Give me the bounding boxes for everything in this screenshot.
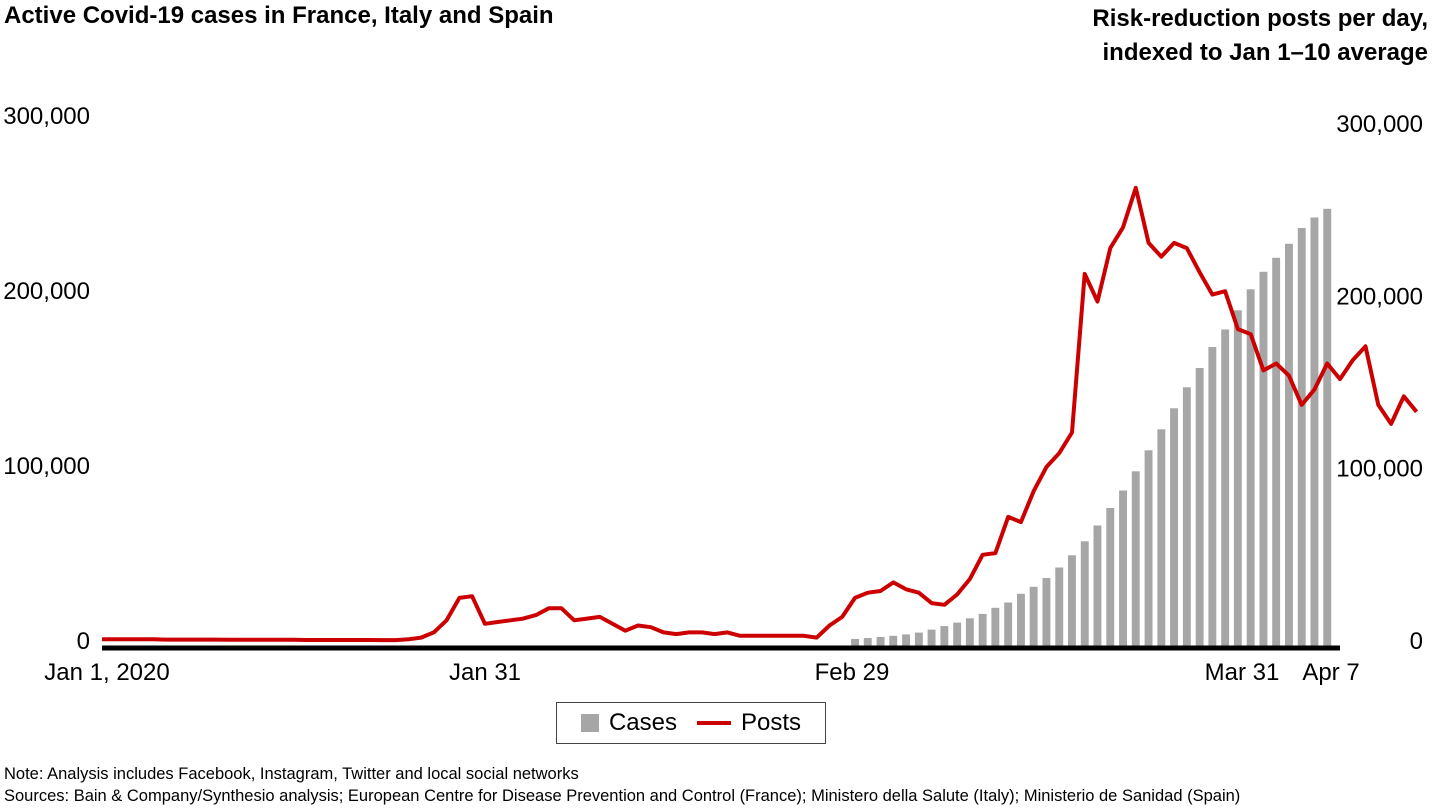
cases-bar: [1246, 289, 1255, 649]
chart-title-left: Active Covid-19 cases in France, Italy a…: [4, 2, 554, 29]
legend-label-posts: Posts: [741, 709, 802, 736]
legend-swatch-cases: [580, 714, 599, 732]
cases-bar: [851, 638, 859, 648]
cases-bar: [1285, 243, 1293, 649]
x-axis-tick-label: Feb 29: [815, 659, 890, 686]
cases-bar: [1068, 555, 1076, 649]
cases-bar: [1233, 310, 1242, 649]
cases-bar: [978, 613, 987, 648]
cases-bar: [1259, 271, 1268, 649]
left-axis-tick-label: 300,000: [3, 103, 90, 130]
cases-bar: [914, 632, 923, 648]
sources-text: Sources: Bain & Company/Synthesio analys…: [4, 787, 1241, 805]
cases-bar: [1272, 257, 1281, 649]
left-axis-tick-label: 100,000: [3, 453, 90, 480]
legend-label-cases: Cases: [608, 709, 677, 736]
cases-bar: [863, 638, 872, 648]
x-axis-tick-label: Jan 1, 2020: [44, 659, 169, 686]
cases-bar: [965, 618, 974, 649]
cases-bar: [1055, 567, 1064, 648]
x-axis-tick-label: Jan 31: [449, 659, 521, 686]
right-axis-tick-label: 200,000: [1336, 283, 1423, 310]
chart-title-right: Risk-reduction posts per day, indexed to…: [1092, 2, 1428, 70]
footnotes: Note: Analysis includes Facebook, Instag…: [4, 763, 1240, 807]
legend-item-posts: Posts: [697, 709, 801, 737]
cases-bar: [1157, 429, 1166, 649]
right-title-line-2: indexed to Jan 1–10 average: [1102, 39, 1429, 66]
cases-bar: [927, 629, 936, 648]
cases-bar: [1323, 208, 1332, 649]
cases-bar: [1119, 490, 1127, 648]
cases-bar: [1170, 408, 1178, 649]
cases-bar: [953, 622, 962, 648]
posts-line: [102, 185, 1419, 643]
x-axis-tick-label: Mar 31: [1205, 659, 1280, 686]
right-title-line-1: Risk-reduction posts per day,: [1092, 5, 1428, 32]
note-text: Note: Analysis includes Facebook, Instag…: [4, 765, 579, 783]
right-axis-tick-label: 0: [1410, 628, 1423, 655]
cases-bar: [1310, 217, 1319, 648]
legend-item-cases: Cases: [580, 709, 677, 737]
cases-bar: [1080, 541, 1089, 649]
cases-bar: [1297, 228, 1306, 648]
right-axis-tick-label: 100,000: [1336, 456, 1423, 483]
cases-bar: [1004, 602, 1013, 648]
cases-bar: [1042, 578, 1051, 648]
right-axis-tick-label: 300,000: [1336, 111, 1423, 138]
cases-bar: [1029, 586, 1038, 649]
cases-bar: [1182, 387, 1191, 649]
cases-bar: [1221, 329, 1230, 648]
left-axis-tick-label: 200,000: [3, 278, 90, 305]
left-axis-tick-label: 0: [77, 628, 90, 655]
cases-bar: [1195, 368, 1204, 648]
cases-bar: [1131, 471, 1140, 649]
cases-bar: [1144, 450, 1153, 649]
x-axis-tick-label: Apr 7: [1302, 659, 1359, 686]
cases-bar: [876, 637, 885, 648]
legend-swatch-posts: [697, 721, 731, 725]
chart-legend: Cases Posts: [556, 702, 826, 744]
cases-bar: [889, 635, 898, 649]
cases-bar: [1208, 347, 1217, 648]
cases-bar: [991, 607, 1000, 649]
cases-bar: [902, 634, 910, 648]
cases-bar: [1093, 525, 1102, 648]
cases-bar: [940, 626, 949, 648]
cases-bar: [1106, 508, 1115, 648]
cases-bar: [1017, 593, 1025, 649]
